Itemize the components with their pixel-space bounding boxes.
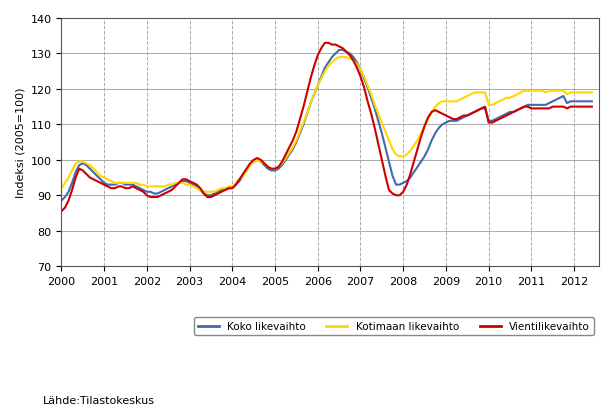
- Koko likevaihto: [428, 138, 435, 143]
- Line: Kotimaan likevaihto: Kotimaan likevaihto: [61, 58, 592, 192]
- Y-axis label: Indeksi (2005=100): Indeksi (2005=100): [15, 88, 25, 198]
- Koko likevaihto: [268, 169, 275, 173]
- Vientilikevaihto: [360, 85, 368, 90]
- Kotimaan likevaihto: [58, 186, 65, 191]
- Vientilikevaihto: [268, 167, 275, 172]
- Vientilikevaihto: [321, 41, 328, 46]
- Kotimaan likevaihto: [335, 55, 343, 60]
- Vientilikevaihto: [339, 47, 346, 52]
- Vientilikevaihto: [232, 183, 239, 188]
- Koko likevaihto: [588, 100, 596, 104]
- Vientilikevaihto: [588, 105, 596, 110]
- Kotimaan likevaihto: [432, 105, 439, 110]
- Line: Vientilikevaihto: Vientilikevaihto: [61, 44, 592, 212]
- Koko likevaihto: [232, 183, 239, 188]
- Text: Lähde:Tilastokeskus: Lähde:Tilastokeskus: [43, 395, 155, 405]
- Koko likevaihto: [335, 48, 343, 53]
- Line: Koko likevaihto: Koko likevaihto: [61, 51, 592, 201]
- Vientilikevaihto: [428, 110, 435, 115]
- Kotimaan likevaihto: [503, 96, 510, 101]
- Koko likevaihto: [58, 199, 65, 204]
- Kotimaan likevaihto: [364, 84, 371, 89]
- Legend: Koko likevaihto, Kotimaan likevaihto, Vientilikevaihto: Koko likevaihto, Kotimaan likevaihto, Vi…: [193, 317, 594, 336]
- Kotimaan likevaihto: [200, 190, 208, 195]
- Kotimaan likevaihto: [343, 55, 350, 60]
- Kotimaan likevaihto: [271, 167, 279, 172]
- Vientilikevaihto: [58, 209, 65, 214]
- Kotimaan likevaihto: [236, 178, 243, 183]
- Koko likevaihto: [499, 114, 507, 119]
- Vientilikevaihto: [499, 116, 507, 121]
- Koko likevaihto: [360, 76, 368, 81]
- Kotimaan likevaihto: [588, 91, 596, 96]
- Koko likevaihto: [339, 48, 346, 53]
